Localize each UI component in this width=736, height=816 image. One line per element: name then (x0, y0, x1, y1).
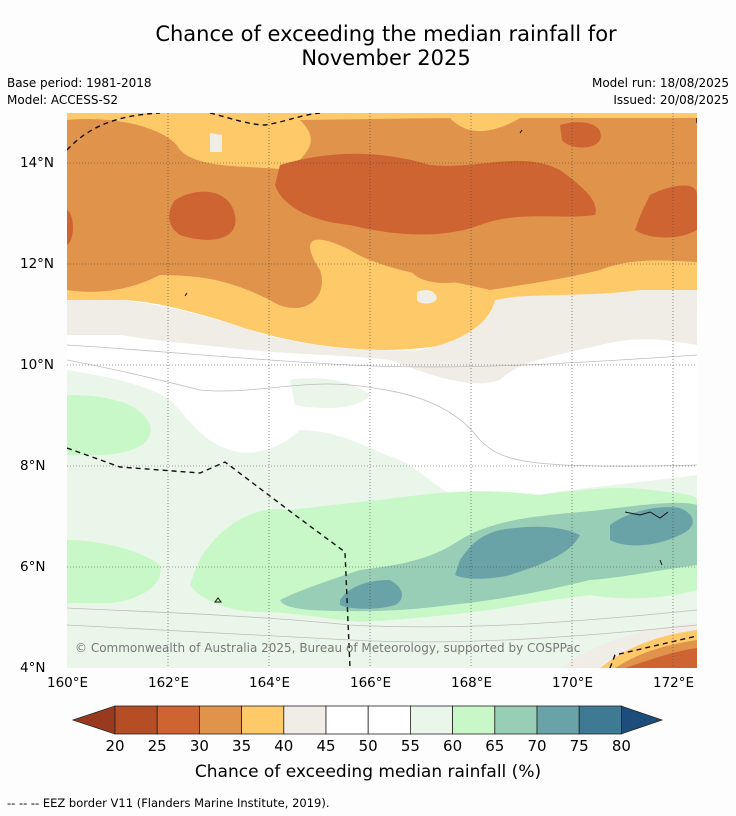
colorbar-tick-label: 80 (611, 737, 631, 755)
base-period: Base period: 1981-2018 (7, 76, 152, 90)
x-tick-170e: 170°E (552, 675, 594, 691)
map-title: Chance of exceeding the median rainfall … (0, 22, 736, 70)
y-tick-10n: 10°N (20, 357, 55, 373)
title-line-1: Chance of exceeding the median rainfall … (155, 22, 617, 46)
colorbar-tick-label: 20 (105, 737, 125, 755)
y-tick-8n: 8°N (20, 458, 46, 474)
colorbar-bin (409, 705, 453, 735)
colorbar-bin (367, 705, 411, 735)
model-run: Model run: 18/08/2025 (591, 76, 729, 90)
map-field (67, 113, 697, 668)
x-tick-162e: 162°E (148, 675, 190, 691)
colorbar-bin (283, 705, 327, 735)
colorbar-tick-label: 75 (569, 737, 589, 755)
x-tick-160e: 160°E (47, 675, 89, 691)
colorbar (71, 705, 664, 735)
x-tick-172e: 172°E (653, 675, 695, 691)
title-line-2: November 2025 (301, 46, 471, 70)
colorbar-bin (325, 705, 369, 735)
colorbar-tick-label: 70 (527, 737, 547, 755)
colorbar-bin (198, 705, 242, 735)
model-name: Model: ACCESS-S2 (7, 93, 119, 107)
issued-date: Issued: 20/08/2025 (613, 93, 729, 107)
meta-left: Base period: 1981-2018 Model: ACCESS-S2 (7, 75, 152, 109)
colorbar-title: Chance of exceeding median rainfall (%) (194, 762, 542, 782)
colorbar-tick-label: 65 (485, 737, 505, 755)
colorbar-tick-label: 35 (232, 737, 252, 755)
colorbar-tick-label: 55 (400, 737, 420, 755)
colorbar-bin (452, 705, 496, 735)
copyright-notice: © Commonwealth of Australia 2025, Bureau… (75, 641, 581, 655)
colorbar-tick-label: 25 (147, 737, 167, 755)
y-tick-14n: 14°N (20, 155, 55, 171)
eez-legend-note: -- -- -- EEZ border V11 (Flanders Marine… (7, 796, 330, 810)
colorbar-tick-label: 30 (189, 737, 209, 755)
colorbar-bin (241, 705, 285, 735)
y-tick-6n: 6°N (20, 559, 46, 575)
meta-right: Model run: 18/08/2025 Issued: 20/08/2025 (592, 75, 729, 109)
y-tick-12n: 12°N (20, 256, 55, 272)
colorbar-tick-label: 60 (443, 737, 463, 755)
colorbar-tick-label: 50 (358, 737, 378, 755)
x-tick-164e: 164°E (249, 675, 291, 691)
colorbar-bin (536, 705, 580, 735)
colorbar-tick-label: 40 (274, 737, 294, 755)
colorbar-bin (578, 705, 622, 735)
x-tick-168e: 168°E (451, 675, 493, 691)
colorbar-bin (156, 705, 200, 735)
colorbar-extend-low (71, 705, 116, 735)
colorbar-bin (494, 705, 538, 735)
colorbar-tick-label: 45 (316, 737, 336, 755)
colorbar-bin (114, 705, 158, 735)
x-tick-166e: 166°E (350, 675, 392, 691)
y-tick-4n: 4°N (20, 660, 46, 676)
colorbar-extend-high (620, 705, 664, 735)
